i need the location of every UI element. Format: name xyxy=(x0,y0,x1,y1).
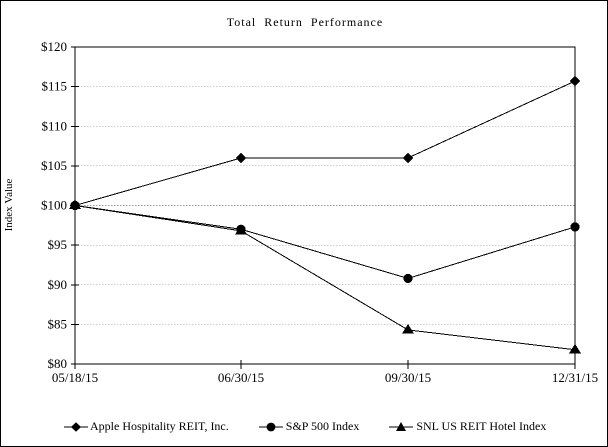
svg-text:$90: $90 xyxy=(48,277,68,292)
svg-text:09/30/15: 09/30/15 xyxy=(385,370,431,385)
svg-text:$110: $110 xyxy=(41,118,67,133)
svg-text:$105: $105 xyxy=(41,158,67,173)
svg-text:06/30/15: 06/30/15 xyxy=(218,370,264,385)
svg-text:12/31/15: 12/31/15 xyxy=(552,370,598,385)
svg-text:$80: $80 xyxy=(48,356,68,371)
svg-text:$95: $95 xyxy=(48,237,68,252)
svg-text:$115: $115 xyxy=(41,79,67,94)
svg-text:$100: $100 xyxy=(41,198,67,213)
svg-text:$85: $85 xyxy=(48,316,68,331)
svg-text:$120: $120 xyxy=(41,39,67,54)
svg-text:05/18/15: 05/18/15 xyxy=(52,370,98,385)
